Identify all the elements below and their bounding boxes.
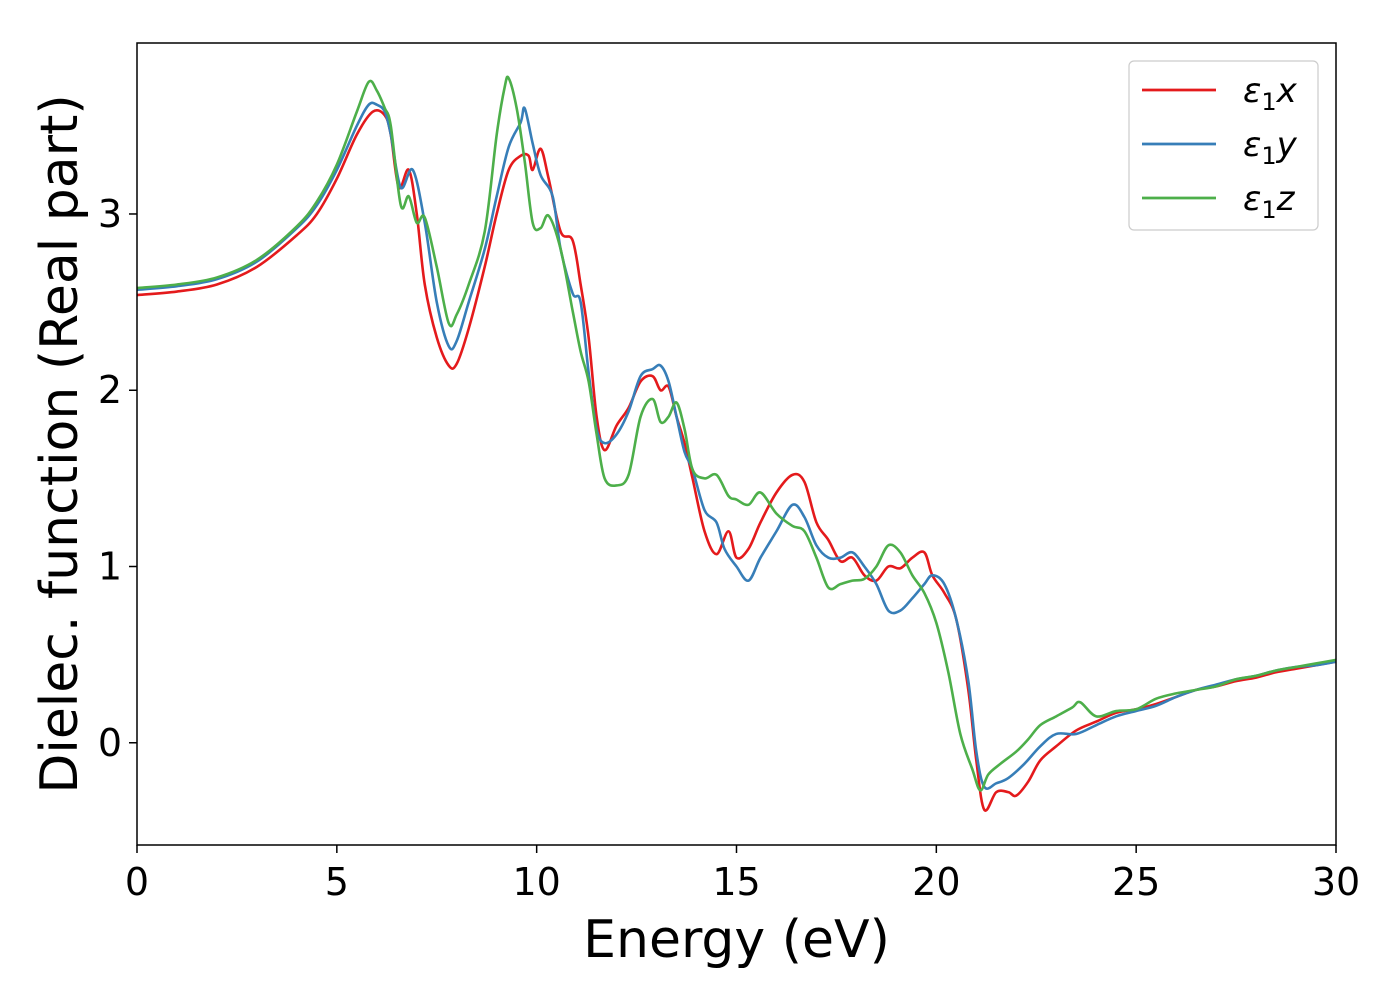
series-line-1 [137,109,1336,812]
x-axis-ticks: 0 5 10 15 20 25 30 [125,845,1360,904]
y-tick-label: 0 [98,721,122,765]
x-tick-label: 15 [712,860,760,904]
x-tick-label: 30 [1312,860,1360,904]
y-axis-ticks: 0 1 2 3 [98,192,137,765]
series-line-2 [137,101,1336,790]
legend-label: ε1z [1243,179,1296,224]
x-tick-label: 10 [512,860,560,904]
y-tick-label: 1 [98,545,122,589]
legend-label: ε1y [1243,125,1298,170]
y-tick-label: 2 [98,368,122,412]
x-tick-label: 20 [912,860,960,904]
y-axis-label: Dielec. function (Real part) [30,94,90,793]
series-line-3 [137,75,1336,792]
y-tick-label: 3 [98,192,122,236]
x-tick-label: 0 [125,860,149,904]
x-axis-label: Energy (eV) [583,910,890,970]
legend-label: ε1x [1243,71,1298,116]
legend-box [1128,60,1319,231]
x-tick-label: 5 [325,860,349,904]
x-tick-label: 25 [1112,860,1160,904]
legend: ε1x ε1y ε1z [1128,60,1319,231]
series-lines [137,75,1336,812]
